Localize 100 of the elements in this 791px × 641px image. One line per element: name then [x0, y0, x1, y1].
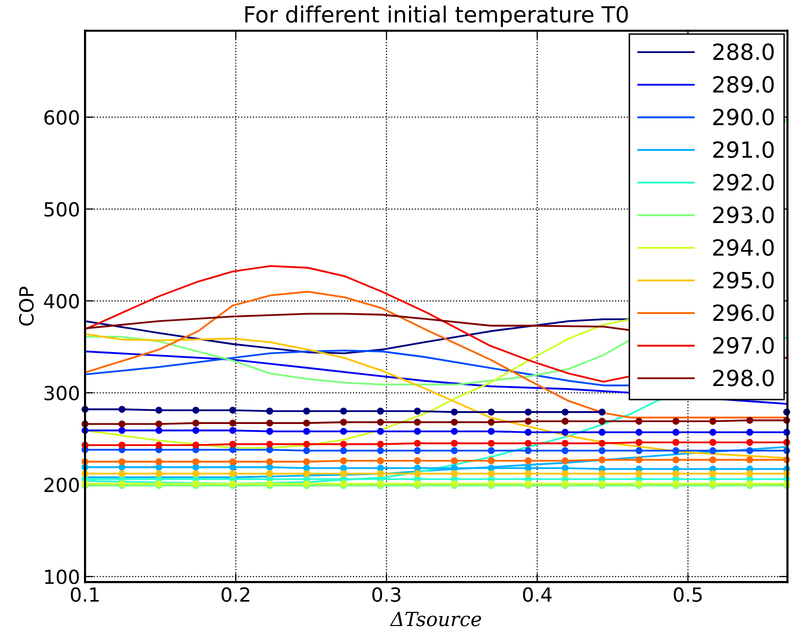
- point: [524, 408, 532, 416]
- point: [266, 458, 274, 466]
- point: [376, 447, 384, 454]
- y-tick-label: 600: [44, 110, 79, 125]
- point: [562, 418, 569, 425]
- point: [488, 447, 495, 454]
- point: [524, 457, 532, 464]
- legend-label: 297.0: [713, 336, 774, 354]
- point: [118, 458, 126, 466]
- point: [562, 470, 569, 478]
- point: [524, 428, 532, 436]
- point: [746, 416, 754, 424]
- point: [376, 440, 384, 448]
- y-axis-title: COP: [19, 286, 34, 326]
- y-tick-label: 300: [44, 386, 79, 400]
- legend-label: 294.0: [713, 239, 774, 256]
- point: [192, 420, 200, 427]
- point: [709, 456, 716, 464]
- point: [192, 406, 200, 414]
- point: [450, 447, 458, 454]
- y-tick-label: 500: [44, 202, 79, 217]
- point: [562, 408, 569, 416]
- point: [340, 418, 348, 426]
- point: [192, 426, 200, 434]
- point: [155, 406, 162, 414]
- legend-label: 289.0: [713, 76, 774, 93]
- point: [414, 457, 421, 464]
- point: [636, 428, 642, 436]
- point: [192, 458, 200, 466]
- point: [376, 428, 384, 435]
- x-tick-label: 0.5: [674, 587, 702, 602]
- point: [488, 428, 495, 435]
- point: [746, 470, 754, 478]
- point: [303, 447, 310, 454]
- point: [636, 447, 642, 454]
- point: [672, 438, 680, 446]
- point: [488, 470, 495, 478]
- point: [488, 418, 495, 426]
- legend-label: 288.0: [713, 43, 774, 60]
- point: [450, 470, 458, 478]
- point: [709, 438, 716, 446]
- point: [636, 470, 642, 478]
- point: [376, 470, 384, 478]
- point: [266, 428, 274, 435]
- point: [192, 442, 200, 449]
- legend-label: 298.0: [713, 370, 774, 386]
- x-axis-title: ΔTsource: [390, 612, 482, 626]
- point: [598, 418, 606, 425]
- point: [376, 418, 384, 426]
- point: [155, 442, 162, 449]
- point: [672, 447, 680, 454]
- point: [340, 457, 348, 464]
- point: [303, 408, 310, 415]
- point: [118, 426, 126, 434]
- point: [155, 470, 162, 478]
- point: [155, 420, 162, 428]
- point: [414, 447, 421, 454]
- point: [746, 428, 754, 436]
- point: [450, 457, 458, 464]
- y-tick-label: 100: [45, 569, 79, 584]
- point: [450, 440, 458, 447]
- point: [636, 438, 642, 446]
- legend-label: 293.0: [713, 206, 774, 224]
- legend-label: 290.0: [713, 108, 774, 126]
- legend-label: 296.0: [713, 304, 774, 322]
- point: [598, 456, 606, 464]
- point: [488, 457, 495, 464]
- point: [524, 418, 532, 425]
- point: [376, 457, 384, 464]
- point: [266, 470, 274, 478]
- point: [266, 420, 274, 427]
- point: [598, 428, 606, 436]
- point: [450, 408, 458, 416]
- point: [340, 440, 348, 448]
- point: [192, 470, 200, 478]
- point: [340, 428, 348, 435]
- point: [340, 408, 348, 415]
- point: [303, 470, 310, 478]
- point: [598, 440, 606, 447]
- point: [118, 420, 126, 428]
- y-tick-label: 400: [44, 294, 79, 309]
- point: [229, 406, 236, 414]
- point: [229, 420, 236, 427]
- x-tick-label: 0.3: [372, 587, 400, 602]
- point: [414, 470, 421, 478]
- point: [303, 428, 310, 435]
- chart-title: For different initial temperature T0: [245, 6, 628, 28]
- point: [598, 408, 606, 416]
- point: [598, 447, 606, 454]
- point: [562, 464, 569, 472]
- x-tick-label: 0.2: [222, 587, 250, 602]
- y-tick-label: 200: [44, 478, 79, 492]
- point: [672, 418, 680, 425]
- point: [266, 440, 274, 448]
- point: [450, 418, 458, 426]
- point: [229, 458, 236, 466]
- point: [709, 470, 716, 478]
- point: [303, 440, 310, 448]
- point: [303, 458, 310, 466]
- point: [746, 447, 754, 454]
